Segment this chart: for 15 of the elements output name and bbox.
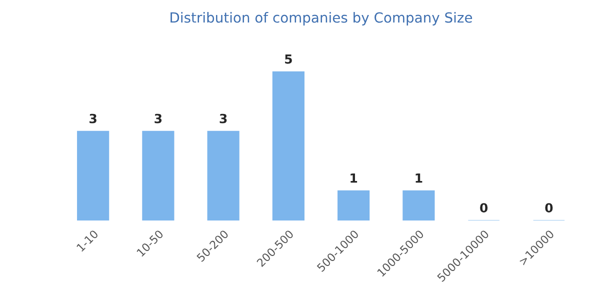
chart-title: Distribution of companies by Company Size	[170, 12, 472, 26]
data-label: 0	[480, 203, 488, 213]
bar	[142, 130, 174, 220]
bar	[402, 190, 435, 220]
bar	[272, 71, 304, 220]
data-label: 3	[90, 114, 96, 124]
bar	[207, 130, 240, 220]
data-label: 1	[350, 173, 358, 183]
data-label: 3	[220, 114, 227, 124]
bar	[338, 190, 370, 220]
data-label: 0	[545, 203, 553, 213]
bar	[77, 130, 110, 220]
data-label: 3	[154, 114, 162, 124]
data-label: 5	[285, 54, 292, 64]
data-label: 1	[416, 173, 422, 183]
